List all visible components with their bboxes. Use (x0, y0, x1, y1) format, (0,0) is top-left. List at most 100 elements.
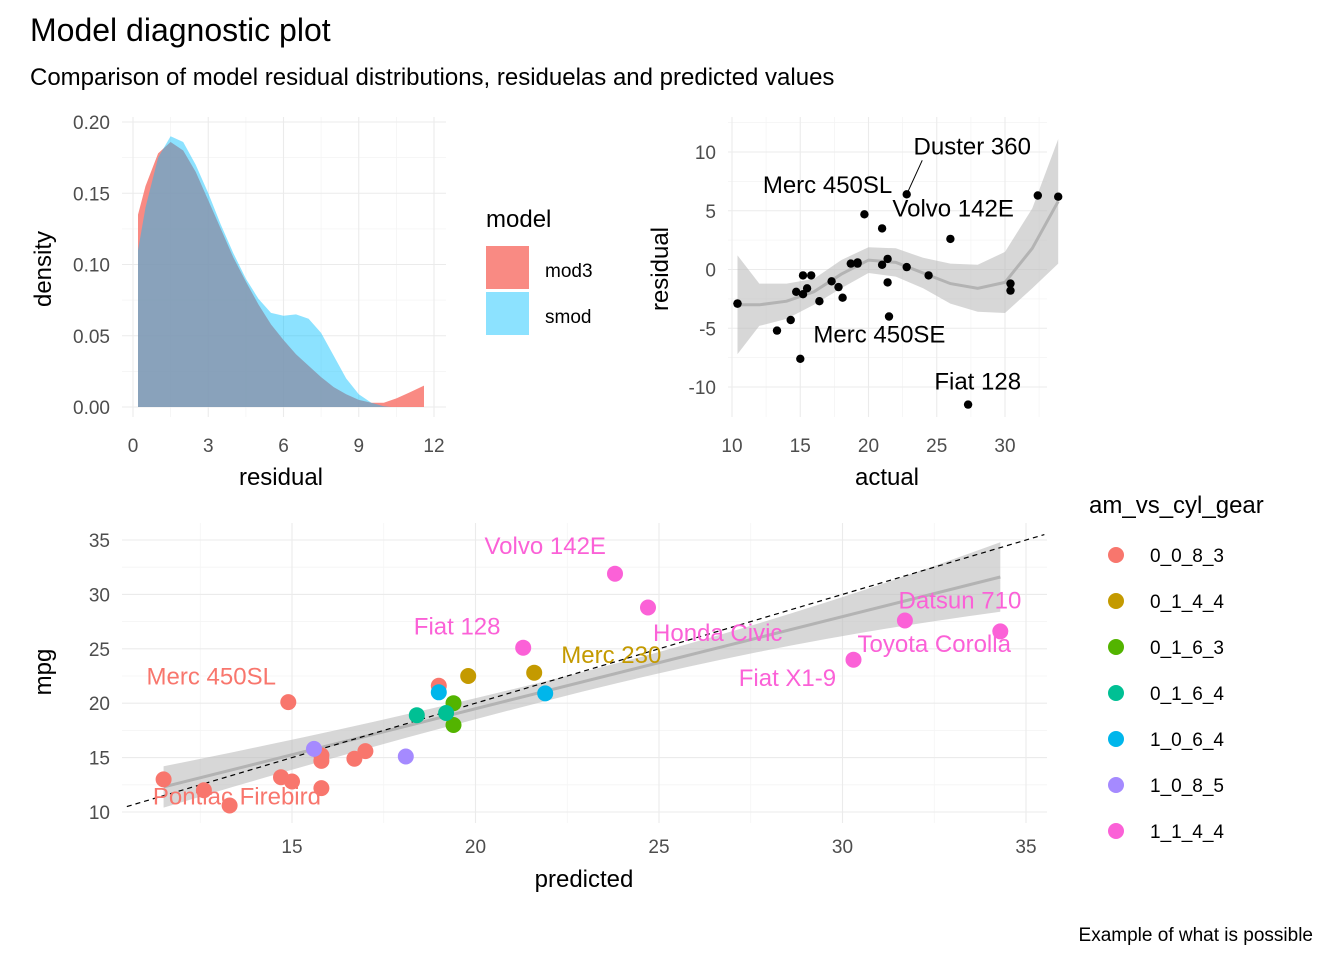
mpg-point-21 (397, 748, 414, 765)
density-panel: 0 3 6 9 12 0.00 0.05 0.10 0.15 0.20 residual densit… (30, 113, 446, 491)
mpg-point-13 (526, 664, 543, 681)
resid-label-1: Merc 450SL (763, 172, 892, 199)
resid-y-tick-2: 0 (705, 261, 716, 282)
resid-point-11 (827, 277, 836, 286)
group-legend: am_vs_cyl_gear 0_0_8_3 0_1_4_4 0_1_6_3 0_1_… (1089, 492, 1264, 843)
density-y-tick-3: 0.15 (73, 184, 110, 205)
resid-point-18 (877, 224, 887, 233)
legend-key-0_1_4_4 (1108, 593, 1124, 609)
mpg-y-tick-2: 20 (89, 694, 110, 715)
resid-point-22 (884, 312, 894, 321)
mpg-label-3: Datsun 710 (899, 588, 1022, 615)
resid-point-23 (902, 190, 911, 199)
resid-point-9 (807, 271, 816, 280)
resid-point-1 (733, 299, 742, 308)
resid-point-20 (883, 278, 892, 287)
density-x-tick-0: 0 (128, 436, 139, 457)
legend-key-0_1_6_4 (1108, 685, 1124, 701)
mpg-label-1: Fiat 128 (414, 614, 501, 641)
resid-point-21 (883, 254, 892, 264)
mpg-point-16 (408, 707, 425, 724)
resid-label-4: Fiat 128 (934, 368, 1021, 395)
density-y-tick-1: 0.05 (73, 327, 110, 348)
mpg-point-20 (306, 740, 322, 757)
mpg-point-26 (896, 612, 913, 629)
mpg-label-2: Honda Civic (653, 620, 782, 647)
mpg-fit-ribbon (163, 542, 1001, 808)
mpg-x-tick-2: 25 (648, 837, 669, 858)
group-legend-title: am_vs_cyl_gear (1089, 492, 1264, 519)
resid-label-0: Duster 360 (914, 133, 1031, 160)
resid-point-24 (902, 262, 911, 272)
resid-point-13 (838, 293, 847, 302)
resid-point-10 (815, 297, 824, 306)
resid-point-19 (877, 260, 887, 269)
mpg-x-tick-4: 35 (1015, 837, 1036, 858)
resid-point-30 (1033, 191, 1043, 200)
mpg-point-7 (313, 780, 330, 797)
resid-point-4 (792, 287, 801, 296)
legend-key-0_1_6_3 (1108, 639, 1124, 655)
resid-point-26 (946, 234, 955, 244)
resid-x-tick-4: 30 (994, 436, 1015, 457)
legend-key-1_1_4_4 (1108, 823, 1124, 839)
mpg-x-tick-1: 20 (465, 837, 486, 858)
figure-title: Model diagnostic plot (30, 12, 331, 48)
mpg-x-tick-3: 30 (832, 837, 853, 858)
legend-label-smod: smod (545, 307, 591, 328)
legend-key-0_0_8_3 (1108, 547, 1124, 563)
mpg-panel: Volvo 142E Fiat 128 Honda Civic Datsun 710 T… (30, 523, 1047, 893)
resid-point-8 (802, 284, 812, 293)
resid-point-31 (1054, 192, 1063, 201)
mpg-point-23 (607, 565, 623, 582)
mpg-x-tick-0: 15 (281, 837, 302, 858)
resid-point-25 (924, 271, 933, 280)
mpg-fit-line (163, 575, 1001, 789)
mpg-point-0 (155, 771, 172, 788)
resid-label-leader-0 (906, 160, 923, 195)
density-x-tick-3: 9 (353, 436, 364, 457)
density-area-mod3 (138, 142, 424, 407)
mpg-point-22 (515, 639, 532, 656)
legend-key-mod3 (486, 246, 529, 289)
mpg-y-axis-title: mpg (30, 649, 57, 696)
mpg-x-axis-title: predicted (535, 866, 634, 893)
mpg-point-27 (992, 623, 1009, 640)
mpg-y-tick-0: 10 (89, 803, 110, 824)
resid-point-28 (1006, 279, 1015, 288)
resid-point-6 (798, 290, 808, 299)
legend-key-1_0_6_4 (1108, 731, 1124, 747)
resid-point-29 (1006, 286, 1015, 295)
legend-label-0_1_4_4: 0_1_4_4 (1150, 592, 1224, 613)
resid-point-12 (834, 282, 843, 292)
legend-key-smod (486, 292, 529, 335)
density-y-axis-title: density (30, 231, 57, 307)
resid-point-3 (786, 315, 795, 325)
resid-label-3: Merc 450SE (813, 321, 945, 348)
mpg-point-2 (221, 797, 238, 814)
legend-label-1_0_8_5: 1_0_8_5 (1150, 776, 1224, 797)
mpg-point-12 (460, 668, 477, 684)
mpg-point-25 (845, 651, 862, 668)
figure-subtitle: Comparison of model residual distributio… (30, 64, 834, 91)
mpg-label-4: Toyota Corolla (858, 631, 1012, 658)
mpg-point-4 (280, 694, 297, 711)
resid-x-tick-3: 25 (926, 436, 947, 457)
resid-point-27 (963, 400, 973, 409)
mpg-y-tick-3: 25 (89, 640, 110, 661)
mpg-point-17 (438, 705, 455, 721)
resid-label-2: Volvo 142E (892, 196, 1013, 223)
mpg-reference-line (126, 533, 1045, 808)
density-area-smod (138, 136, 392, 408)
resid-point-2 (772, 326, 782, 335)
legend-label-0_1_6_4: 0_1_6_4 (1150, 684, 1224, 705)
density-x-axis-title: residual (239, 464, 323, 491)
resid-point-14 (846, 259, 855, 268)
mpg-point-1 (195, 782, 212, 799)
mpg-y-tick-5: 35 (89, 531, 110, 552)
resid-x-tick-1: 15 (790, 436, 811, 457)
resid-x-axis-title: actual (855, 464, 919, 491)
mpg-y-tick-1: 15 (89, 749, 110, 770)
resid-x-tick-0: 10 (721, 436, 742, 457)
